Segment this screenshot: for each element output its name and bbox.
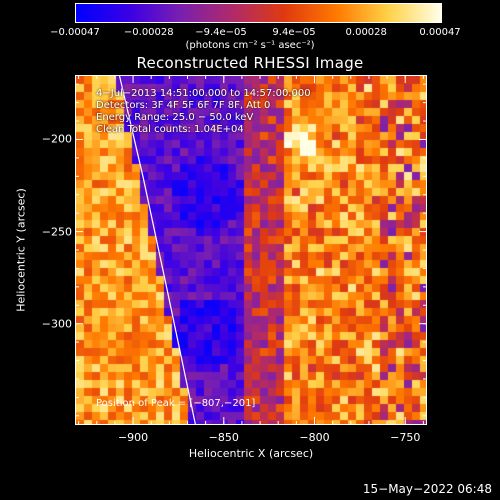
colorbar-tick-label: −0.00047 (50, 27, 100, 38)
colorbar-units: (photons cm⁻² s⁻¹ asec⁻²) (185, 40, 315, 51)
info-detectors: Detectors: 3F 4F 5F 6F 7F 8F, Att 0 (96, 100, 271, 111)
colorbar-tick-label: 9.4e−05 (272, 27, 316, 38)
colorbar-gradient (76, 4, 441, 22)
solar-limb-line (118, 76, 196, 424)
plot-area: 4−Jul−2013 14:51:00.000 to 14:57:00.000 … (75, 75, 427, 425)
peak-position-label: Position of Peak = [−807,−201] (96, 398, 256, 409)
chart-title: Reconstructed RHESSI Image (136, 54, 364, 72)
x-tick-label: −800 (299, 431, 330, 444)
colorbar-tick-label: 0.00028 (345, 27, 387, 38)
x-axis-label: Heliocentric X (arcsec) (188, 447, 314, 460)
y-tick-label: −250 (41, 225, 72, 239)
colorbar-tick-label: −9.4e−05 (195, 27, 247, 38)
heatmap-image (76, 76, 426, 424)
info-time-range: 4−Jul−2013 14:51:00.000 to 14:57:00.000 (96, 88, 311, 99)
colorbar-tick-label: 0.00047 (419, 27, 461, 38)
y-tick-label: −200 (41, 132, 72, 146)
x-tick-label: −750 (390, 431, 421, 444)
colorbar (75, 3, 442, 23)
x-tick-label: −850 (208, 431, 239, 444)
x-tick-label: −900 (117, 431, 149, 444)
y-axis-label: Heliocentric Y (arcsec) (14, 188, 28, 312)
limb-curve (118, 76, 196, 424)
plot-timestamp: 15−May−2022 06:48 (362, 482, 492, 496)
y-tick-label: −300 (41, 317, 72, 331)
colorbar-tick-label: −0.00028 (123, 27, 174, 38)
info-energy-range: Energy Range: 25.0 − 50.0 keV (96, 112, 254, 123)
info-clean-counts: Clean Total counts: 1.04E+04 (96, 124, 244, 135)
